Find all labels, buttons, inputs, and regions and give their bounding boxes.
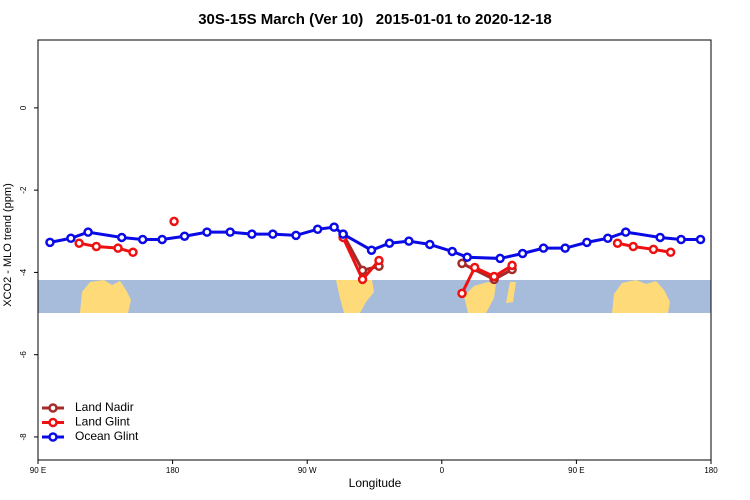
point [425,239,435,250]
point [582,237,592,248]
point [655,232,665,243]
point [169,216,179,227]
y-tick-label: -6 [19,351,28,359]
x-tick-label: 90 W [298,466,317,475]
legend-label: Land Nadir [75,400,134,414]
x-axis-label: Longitude [349,476,402,490]
legend-marker [48,417,58,428]
point [91,241,102,252]
point [179,231,190,241]
point [157,234,167,245]
x-tick-label: 180 [704,466,718,475]
point [676,234,686,245]
point [447,246,458,257]
point [329,222,339,232]
chart-title: 30S-15S March (Ver 10) 2015-01-01 to 202… [198,11,552,28]
point [45,237,55,248]
point [457,258,467,269]
point [457,288,467,299]
point [113,243,123,253]
point [291,230,301,241]
point [128,247,138,258]
point [462,252,472,262]
point [404,236,414,246]
point [225,227,235,237]
point [117,232,127,243]
series-line [49,225,701,260]
x-tick-label: 90 E [568,466,584,475]
point [538,243,549,253]
y-tick-label: -4 [19,268,28,276]
point [695,234,706,245]
point [83,227,93,237]
point [628,241,638,252]
point [517,248,528,259]
x-tick-label: 0 [440,466,445,475]
y-tick-label: 0 [19,105,28,110]
point [384,238,395,248]
y-tick-label: -2 [19,186,28,194]
point [338,229,348,239]
legend-label: Ocean Glint [75,429,139,443]
point [374,255,384,266]
point [66,233,76,244]
point [603,233,613,244]
point [489,271,499,282]
point [665,247,676,258]
point [612,238,623,248]
point [357,274,368,285]
y-tick-label: -8 [19,433,28,441]
point [648,244,659,255]
point [137,234,148,245]
point [202,227,212,237]
x-tick-label: 180 [166,466,180,475]
legend-marker [48,432,58,442]
map-band [38,280,711,313]
point [507,260,517,271]
legend-label: Land Glint [75,415,130,429]
point [560,243,570,253]
point [247,229,257,239]
point [366,245,377,255]
y-axis-label: XCO2 - MLO trend (ppm) [2,183,14,306]
plot-frame [37,39,712,461]
point [268,229,278,239]
legend-marker [48,403,58,413]
x-tick-label: 90 E [30,466,46,475]
point [74,238,84,248]
point [469,262,480,273]
point [621,227,631,237]
point [312,224,323,234]
point [495,253,505,264]
